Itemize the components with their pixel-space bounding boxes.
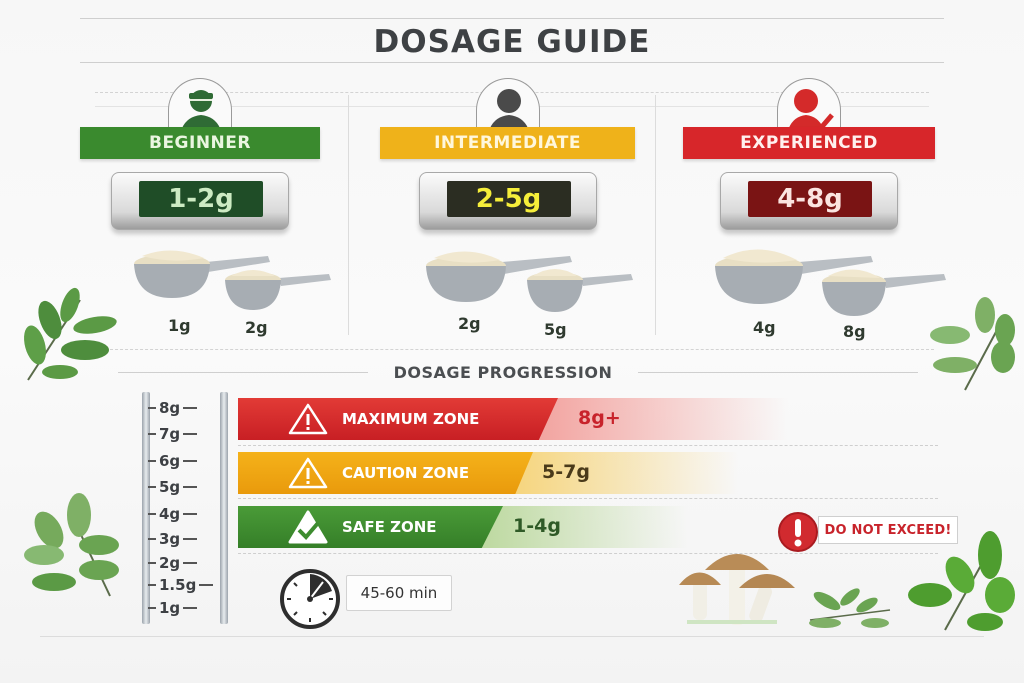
title-bottom-rule [80, 62, 944, 63]
level-experienced: EXPERIENCED 4-8g 4g 8g [683, 78, 946, 348]
zone-maximum: MAXIMUM ZONE 8g+ [238, 398, 938, 440]
ruler-tick: 4g [148, 504, 222, 524]
level-intermediate: INTERMEDIATE 2-5g 2g 5g [380, 78, 635, 348]
measuring-cups: 1g 2g [80, 246, 331, 337]
ruler-tick: 1g [148, 598, 222, 618]
cup-label: 5g [544, 320, 567, 339]
zone-safe: SAFE ZONE 1-4g [238, 506, 938, 548]
level-banner-experienced: EXPERIENCED [683, 127, 935, 159]
warning-triangle-icon [288, 457, 328, 489]
stopwatch-icon [280, 569, 340, 629]
dose-range: 1-2g [139, 181, 263, 217]
level-banner-intermediate: INTERMEDIATE [380, 127, 635, 159]
mushroom-icon [679, 554, 795, 625]
do-not-exceed-label: DO NOT EXCEED! [818, 516, 958, 544]
measuring-cup-icon [225, 270, 331, 310]
measuring-cups: 4g 8g [683, 246, 946, 341]
onset-time: 45-60 min [346, 575, 452, 611]
zone-separator [238, 553, 938, 554]
page-title: DOSAGE GUIDE [373, 24, 651, 60]
progression-rule-left [118, 372, 368, 373]
zone-label: CAUTION ZONE [342, 464, 470, 482]
check-triangle-icon [288, 510, 328, 544]
measuring-cup-icon [426, 251, 572, 302]
zone-header: SAFE ZONE [238, 506, 503, 548]
level-name: EXPERIENCED [740, 133, 878, 153]
zone-range: 5-7g [542, 461, 590, 483]
column-divider-1 [348, 95, 349, 335]
leaf-branch-icon [908, 531, 1015, 631]
scale-display: 4-8g [720, 172, 898, 230]
level-beginner: BEGINNER 1-2g 1g 2g [80, 78, 331, 348]
zone-label: MAXIMUM ZONE [342, 410, 480, 428]
measuring-cup-icon [134, 250, 270, 298]
measuring-cups: 2g 5g [380, 246, 635, 339]
ruler-rail-right [220, 392, 228, 624]
zone-range: 1-4g [513, 515, 561, 537]
dose-range: 4-8g [748, 181, 872, 217]
scale-display: 1-2g [111, 172, 289, 230]
cup-label: 2g [458, 314, 481, 333]
level-banner-beginner: BEGINNER [80, 127, 320, 159]
ruler-tick: 3g [148, 529, 222, 549]
dose-range: 2-5g [446, 181, 571, 217]
ruler-tick: 8g [148, 398, 222, 418]
zone-fade [468, 506, 688, 548]
ruler-tick: 7g [148, 424, 222, 444]
cup-label: 1g [168, 316, 191, 335]
leaf-branch-icon [24, 493, 119, 597]
ruler-tick: 6g [148, 451, 222, 471]
measuring-cup-icon [715, 249, 873, 304]
progression-rule-right [638, 372, 918, 373]
zone-header: MAXIMUM ZONE [238, 398, 558, 440]
measuring-cup-icon [822, 269, 946, 316]
zone-range: 8g+ [578, 407, 621, 429]
title-top-rule [80, 18, 944, 19]
zone-fade [528, 398, 788, 440]
zone-separator [238, 445, 938, 446]
zone-label: SAFE ZONE [342, 518, 437, 536]
progression-title: DOSAGE PROGRESSION [393, 363, 613, 382]
scale-display: 2-5g [418, 172, 597, 230]
ruler-tick: 1.5g [148, 575, 222, 595]
measuring-cup-icon [527, 269, 633, 312]
column-divider-2 [655, 95, 656, 335]
zone-fade [508, 452, 738, 494]
cup-label: 4g [753, 318, 776, 337]
leaf-branch-icon [24, 287, 117, 381]
cup-label: 2g [245, 318, 268, 337]
level-name: INTERMEDIATE [434, 133, 581, 153]
dosage-ruler: 8g 7g 6g 5g 4g 3g 2g 1.5g 1g [140, 392, 230, 624]
ruler-rail-left [142, 392, 150, 624]
cup-label: 8g [843, 322, 866, 341]
warning-triangle-icon [288, 403, 328, 435]
zone-separator [238, 498, 938, 499]
leaf-branch-icon [809, 588, 891, 628]
leaf-branch-icon [930, 297, 1015, 391]
section-dotted-rule [100, 349, 934, 350]
zone-caution: CAUTION ZONE 5-7g [238, 452, 938, 494]
zone-header: CAUTION ZONE [238, 452, 533, 494]
footer-rule [40, 636, 984, 637]
ruler-tick: 2g [148, 553, 222, 573]
exclamation-circle-icon [778, 512, 818, 552]
level-name: BEGINNER [148, 133, 251, 153]
ruler-tick: 5g [148, 477, 222, 497]
